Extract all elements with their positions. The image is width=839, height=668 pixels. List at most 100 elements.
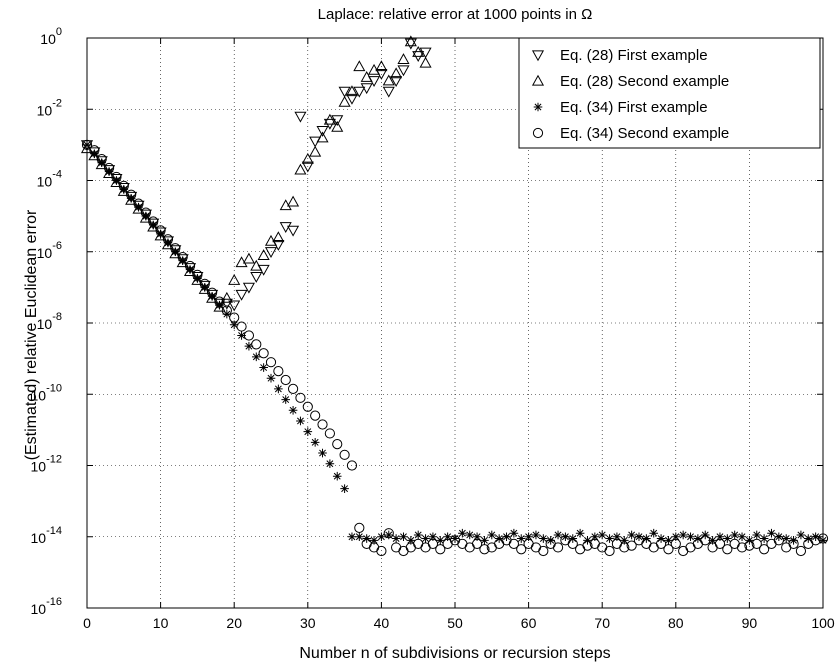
data-point [258, 348, 269, 359]
data-point [287, 195, 300, 207]
data-point [353, 60, 366, 72]
data-point [567, 538, 578, 549]
data-point [626, 540, 637, 551]
data-point [605, 534, 614, 543]
data-point [119, 185, 129, 194]
data-point [458, 528, 467, 538]
data-point [90, 149, 99, 159]
data-point [171, 247, 180, 257]
data-point [325, 459, 335, 469]
legend-label: Eq. (34) First example [560, 99, 708, 116]
data-point [723, 534, 732, 543]
data-point [88, 149, 101, 161]
y-axis-label: (Estimated) relative Euclidean error [23, 209, 40, 460]
legend-entry: Eq. (28) First example [531, 47, 708, 64]
data-point [235, 289, 248, 301]
data-point [207, 291, 217, 301]
data-point [250, 272, 263, 283]
data-point [206, 291, 219, 303]
data-point [443, 532, 452, 542]
data-point [191, 272, 204, 283]
data-point [214, 296, 225, 307]
legend-entry: Eq. (34) Second example [532, 125, 729, 142]
data-point [664, 536, 673, 545]
data-point [796, 530, 806, 540]
data-point [132, 200, 145, 212]
data-point [244, 341, 254, 351]
data-point [670, 538, 681, 549]
data-point [243, 330, 255, 341]
data-point [419, 56, 432, 68]
data-point [183, 263, 197, 275]
data-point [324, 428, 335, 439]
data-point [406, 536, 416, 545]
data-point [745, 536, 754, 545]
data-point [722, 544, 733, 555]
data-point [539, 534, 548, 543]
data-point [472, 532, 482, 542]
data-point [242, 282, 255, 294]
data-point [110, 174, 123, 185]
data-point [435, 536, 445, 545]
data-point [295, 392, 306, 403]
data-point [781, 534, 791, 543]
data-point [531, 530, 541, 540]
data-point [619, 536, 629, 545]
data-point [229, 312, 240, 323]
data-point [524, 532, 533, 542]
data-point [338, 95, 351, 107]
data-point [427, 538, 439, 549]
data-point [156, 229, 165, 239]
data-point [125, 193, 138, 205]
series-3 [82, 140, 828, 545]
legend-label: Eq. (34) Second example [560, 125, 729, 142]
data-point [176, 254, 189, 266]
data-point [397, 53, 410, 65]
data-point [310, 410, 321, 421]
data-point [110, 176, 123, 187]
data-point [198, 280, 211, 292]
data-point [340, 484, 349, 493]
legend: Eq. (28) First example Eq. (28) Second ex… [518, 37, 821, 149]
data-point [435, 544, 446, 555]
data-point [302, 401, 313, 412]
data-point [714, 538, 726, 549]
legend-label: Eq. (28) Second example [560, 73, 729, 90]
data-point [191, 274, 204, 285]
data-point [318, 448, 327, 458]
data-point [671, 532, 681, 542]
data-point [183, 265, 197, 277]
data-point [345, 93, 359, 105]
data-point [111, 171, 122, 183]
data-point [360, 70, 373, 82]
data-point [693, 534, 703, 543]
data-point [310, 438, 320, 447]
data-point [752, 530, 762, 540]
data-point [759, 534, 769, 543]
data-point [568, 534, 578, 543]
data-point [818, 536, 828, 545]
x-tick-label: 20 [226, 615, 242, 631]
data-point [169, 247, 182, 259]
data-point [788, 538, 799, 549]
data-point [553, 530, 563, 540]
data-point [301, 152, 314, 164]
data-point [700, 535, 711, 546]
data-point [257, 249, 270, 260]
data-point [134, 202, 143, 212]
data-point [133, 198, 144, 209]
data-point [125, 191, 138, 203]
data-point [737, 532, 747, 542]
data-point [376, 545, 387, 557]
legend-marker [532, 127, 544, 139]
x-tick-label: 0 [83, 615, 91, 631]
data-point [139, 209, 152, 221]
x-tick-label: 70 [594, 615, 610, 631]
x-tick-label: 10 [153, 615, 169, 631]
data-point [744, 540, 755, 551]
data-point [494, 534, 504, 543]
data-point [95, 158, 108, 170]
data-point [237, 331, 246, 340]
data-point [200, 283, 210, 292]
data-point [199, 278, 210, 289]
